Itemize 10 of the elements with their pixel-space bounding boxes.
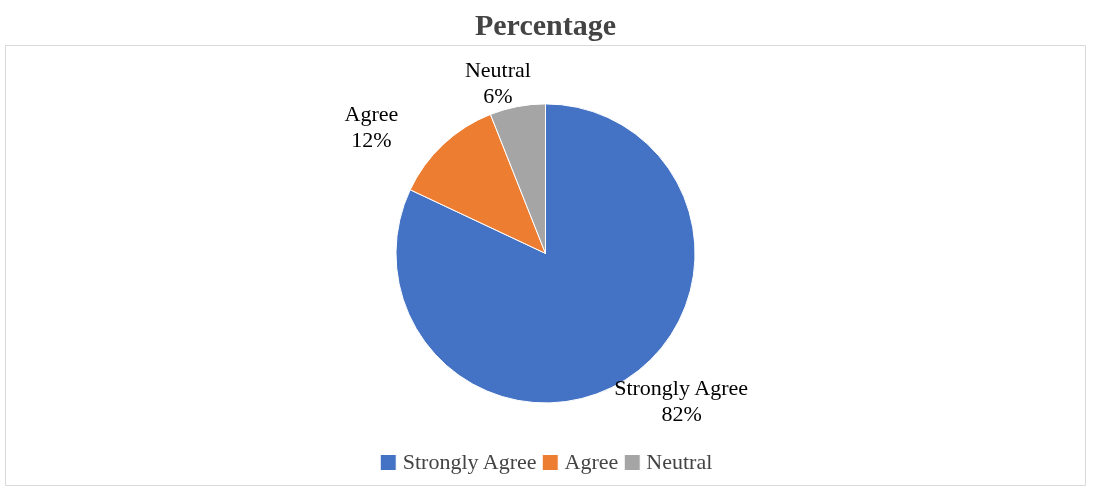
slice-label: Neutral xyxy=(464,57,531,83)
data-label: 82% xyxy=(661,400,702,426)
legend-label: Strongly Agree xyxy=(402,449,537,475)
data-label: 12% xyxy=(351,127,392,153)
slice-label: Strongly Agree xyxy=(614,374,749,400)
slice-label: Agree xyxy=(344,101,399,127)
chart-title: Percentage xyxy=(474,7,617,41)
legend-label: Neutral xyxy=(646,449,713,475)
data-label: 6% xyxy=(483,83,513,109)
legend-label: Agree xyxy=(564,449,619,475)
